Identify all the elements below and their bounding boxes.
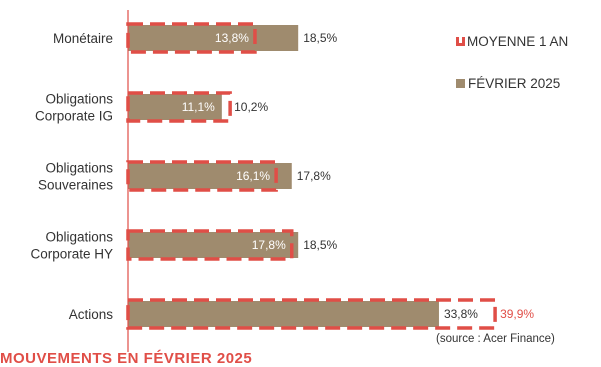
category-label-1-1: Corporate IG bbox=[35, 109, 113, 124]
category-label-2-1: Souveraines bbox=[38, 178, 113, 193]
category-label-4-0: Actions bbox=[69, 307, 114, 322]
value-label-fevrier-2: 17,8% bbox=[297, 169, 331, 183]
legend-item-fevrier: FÉVRIER 2025 bbox=[456, 75, 568, 91]
legend-item-moyenne: MOYENNE 1 AN bbox=[456, 33, 568, 49]
value-label-moyenne-0: 13,8% bbox=[215, 31, 249, 45]
chart-legend: MOYENNE 1 AN FÉVRIER 2025 bbox=[456, 33, 568, 117]
bar-chart: Monétaire 13,8% 18,5% Obligations Corporate … bbox=[30, 10, 534, 352]
legend-label-moyenne: MOYENNE 1 AN bbox=[467, 33, 569, 49]
category-label-2-0: Obligations bbox=[45, 161, 113, 176]
legend-swatch-solid bbox=[456, 78, 465, 88]
value-label-moyenne-3: 17,8% bbox=[252, 238, 286, 252]
category-label-3-0: Obligations bbox=[45, 230, 113, 245]
category-label-1-0: Obligations bbox=[45, 92, 113, 107]
value-label-fevrier-4: 33,8% bbox=[444, 307, 478, 321]
value-label-moyenne-4: 39,9% bbox=[500, 307, 534, 321]
value-label-fevrier-1: 10,2% bbox=[234, 100, 268, 114]
bar-fevrier-2 bbox=[128, 163, 292, 189]
value-label-fevrier-0: 18,5% bbox=[303, 31, 337, 45]
value-label-moyenne-1: 11,1% bbox=[182, 100, 215, 114]
value-label-fevrier-3: 18,5% bbox=[303, 238, 337, 252]
clipped-heading: MOUVEMENTS EN FÉVRIER 2025 bbox=[0, 350, 253, 367]
bar-fevrier-1 bbox=[128, 94, 222, 120]
category-label-3-1: Corporate HY bbox=[30, 247, 113, 262]
bar-fevrier-0 bbox=[128, 25, 299, 51]
bar-moyenne-3 bbox=[126, 229, 294, 261]
legend-label-fevrier: FÉVRIER 2025 bbox=[468, 75, 561, 91]
source-note: (source : Acer Finance) bbox=[436, 333, 555, 345]
bar-fevrier-4 bbox=[128, 301, 439, 327]
bar-fevrier-3 bbox=[128, 232, 299, 258]
value-label-moyenne-2: 16,1% bbox=[236, 169, 270, 183]
legend-swatch-dashed bbox=[456, 36, 465, 46]
category-label-0-0: Monétaire bbox=[53, 31, 113, 46]
